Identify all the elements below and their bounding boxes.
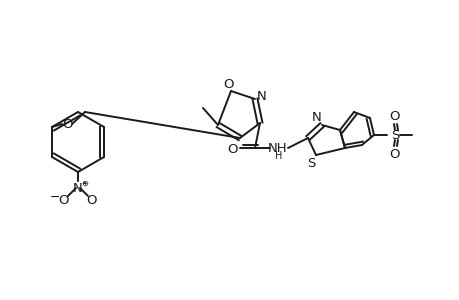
Text: ⊕: ⊕	[81, 178, 88, 188]
Text: O: O	[59, 194, 69, 206]
Text: O: O	[62, 118, 72, 130]
Text: O: O	[87, 194, 97, 206]
Text: O: O	[389, 110, 399, 122]
Text: S: S	[306, 157, 314, 169]
Text: •: •	[82, 181, 86, 187]
Text: N: N	[73, 182, 83, 194]
Text: −: −	[50, 190, 60, 203]
Text: N: N	[257, 89, 266, 103]
Text: S: S	[390, 128, 398, 142]
Text: O: O	[223, 77, 234, 91]
Text: O: O	[227, 142, 238, 155]
Text: O: O	[389, 148, 399, 160]
Text: NH: NH	[268, 142, 287, 154]
Text: H: H	[275, 151, 282, 161]
Text: N: N	[312, 110, 321, 124]
